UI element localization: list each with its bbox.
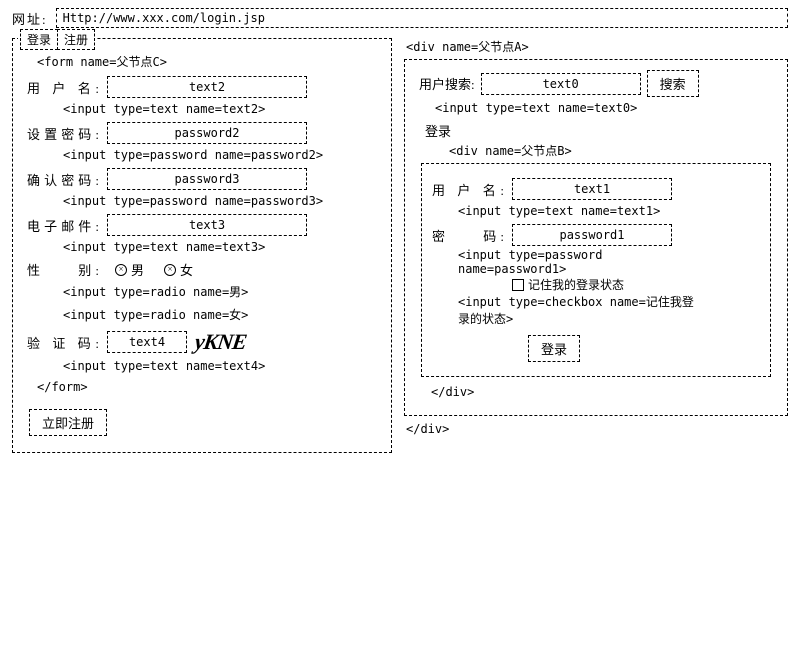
remember-label: 记住我的登录状态 bbox=[528, 276, 624, 293]
captcha-label: 验 证 码: bbox=[27, 333, 99, 352]
login-username-input[interactable] bbox=[512, 178, 672, 200]
captcha-annot: <input type=text name=text4> bbox=[63, 359, 377, 373]
login-password-row: 密 码: bbox=[432, 224, 760, 246]
radio-female-annot: <input type=radio name=女> bbox=[63, 306, 377, 323]
login-button[interactable]: 登录 bbox=[528, 335, 580, 362]
gender-row: 性 别: × 男 × 女 bbox=[27, 260, 377, 279]
username-row: 用 户 名: bbox=[27, 76, 377, 98]
radio-icon: × bbox=[164, 264, 176, 276]
divA-close-annot: </div> bbox=[406, 422, 788, 436]
email-label: 电子邮件: bbox=[27, 216, 99, 235]
divA-panel: 用户搜索: 搜索 <input type=text name=text0> 登录… bbox=[404, 59, 788, 416]
register-button[interactable]: 立即注册 bbox=[29, 409, 107, 436]
remember-annot1: <input type=checkbox name=记住我登 bbox=[458, 293, 760, 310]
gender-group: × 男 × 女 bbox=[115, 260, 193, 279]
login-password-annot1: <input type=password bbox=[458, 248, 760, 262]
login-password-label: 密 码: bbox=[432, 226, 504, 245]
login-password-annot2: name=password1> bbox=[458, 262, 760, 276]
register-panel: <form name=父节点C> 用 户 名: <input type=text… bbox=[12, 38, 392, 453]
username-input[interactable] bbox=[107, 76, 307, 98]
radio-male[interactable]: × 男 bbox=[115, 260, 144, 279]
tab-login[interactable]: 登录 bbox=[20, 29, 58, 50]
remember-annot2: 录的状态> bbox=[458, 310, 760, 327]
setpwd-input[interactable] bbox=[107, 122, 307, 144]
email-annot: <input type=text name=text3> bbox=[63, 240, 377, 254]
search-label: 用户搜索: bbox=[419, 74, 475, 93]
email-row: 电子邮件: bbox=[27, 214, 377, 236]
search-annot: <input type=text name=text0> bbox=[435, 101, 773, 115]
columns: 登录 注册 <form name=父节点C> 用 户 名: <input typ… bbox=[12, 38, 788, 453]
confirmpwd-input[interactable] bbox=[107, 168, 307, 190]
divB-panel: 用 户 名: <input type=text name=text1> 密 码:… bbox=[421, 163, 771, 377]
url-input[interactable] bbox=[56, 8, 788, 28]
search-button[interactable]: 搜索 bbox=[647, 70, 699, 97]
confirmpwd-annot: <input type=password name=password3> bbox=[63, 194, 377, 208]
search-input[interactable] bbox=[481, 73, 641, 95]
username-annot: <input type=text name=text2> bbox=[63, 102, 377, 116]
login-title: 登录 bbox=[425, 121, 773, 140]
form-close-annot: </form> bbox=[37, 380, 88, 394]
login-btn-row: 登录 bbox=[528, 335, 760, 362]
female-label: 女 bbox=[180, 260, 193, 279]
confirmpwd-row: 确认密码: bbox=[27, 168, 377, 190]
url-label: 网址: bbox=[12, 9, 48, 28]
gender-label: 性 别: bbox=[27, 260, 99, 279]
captcha-input[interactable] bbox=[107, 331, 187, 353]
register-column: 登录 注册 <form name=父节点C> 用 户 名: <input typ… bbox=[12, 38, 392, 453]
login-column: <div name=父节点A> 用户搜索: 搜索 <input type=tex… bbox=[404, 38, 788, 453]
radio-female[interactable]: × 女 bbox=[164, 260, 193, 279]
login-username-label: 用 户 名: bbox=[432, 180, 504, 199]
setpwd-annot: <input type=password name=password2> bbox=[63, 148, 377, 162]
email-input[interactable] bbox=[107, 214, 307, 236]
form-open-annot: <form name=父节点C> bbox=[37, 53, 377, 70]
url-row: 网址: bbox=[12, 8, 788, 28]
tab-register[interactable]: 注册 bbox=[57, 29, 95, 50]
remember-row[interactable]: 记住我的登录状态 bbox=[512, 276, 760, 293]
login-username-row: 用 户 名: bbox=[432, 178, 760, 200]
male-label: 男 bbox=[131, 260, 144, 279]
login-password-input[interactable] bbox=[512, 224, 672, 246]
setpwd-label: 设置密码: bbox=[27, 124, 99, 143]
radio-male-annot: <input type=radio name=男> bbox=[63, 283, 377, 300]
divA-open-annot: <div name=父节点A> bbox=[406, 38, 788, 55]
checkbox-icon bbox=[512, 279, 524, 291]
search-row: 用户搜索: 搜索 bbox=[419, 70, 773, 97]
captcha-row: 验 证 码: yKNE bbox=[27, 329, 377, 355]
confirmpwd-label: 确认密码: bbox=[27, 170, 99, 189]
register-btn-row: 立即注册 bbox=[29, 409, 377, 436]
login-username-annot: <input type=text name=text1> bbox=[458, 204, 760, 218]
divB-open-annot: <div name=父节点B> bbox=[449, 142, 773, 159]
username-label: 用 户 名: bbox=[27, 78, 99, 97]
radio-icon: × bbox=[115, 264, 127, 276]
captcha-image: yKNE bbox=[193, 329, 248, 355]
setpwd-row: 设置密码: bbox=[27, 122, 377, 144]
tabs: 登录 注册 bbox=[18, 29, 97, 50]
divB-close-annot: </div> bbox=[431, 385, 773, 399]
